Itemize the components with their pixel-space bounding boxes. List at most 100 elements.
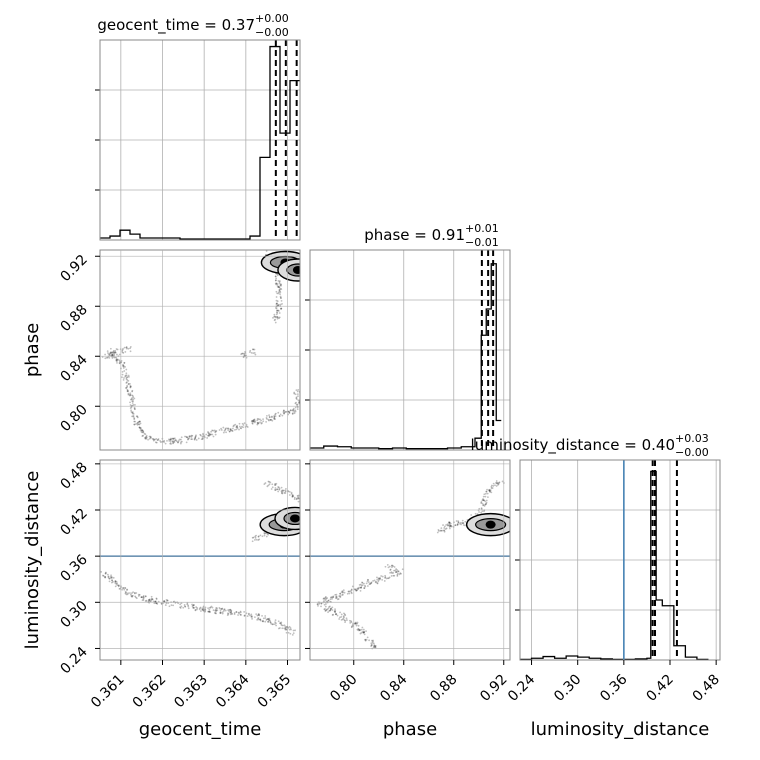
sample-point <box>127 374 130 377</box>
sample-point <box>268 415 271 418</box>
sample-point <box>115 358 118 361</box>
sample-point <box>275 302 278 305</box>
sample-point <box>265 535 268 538</box>
sample-point <box>350 591 353 594</box>
sample-point <box>296 406 299 409</box>
sample-point <box>498 481 501 484</box>
sample-point <box>269 418 272 421</box>
sample-point <box>140 429 143 432</box>
sample-point <box>104 572 107 575</box>
sample-point <box>195 439 198 441</box>
sample-point <box>243 353 246 356</box>
sample-point <box>445 527 448 530</box>
sample-point <box>177 602 180 605</box>
sample-point <box>366 636 369 639</box>
sample-point <box>358 629 361 632</box>
sample-point <box>277 310 280 312</box>
sample-point <box>220 608 223 611</box>
sample-point <box>368 583 371 586</box>
sample-point <box>359 629 361 631</box>
sample-point <box>256 419 259 422</box>
sample-point <box>364 638 367 641</box>
sample-point <box>125 593 128 596</box>
sample-point <box>115 348 118 350</box>
sample-point <box>264 620 267 623</box>
sample-point <box>295 396 298 399</box>
sample-point <box>243 352 245 355</box>
sample-point <box>335 596 337 598</box>
sample-point <box>257 539 260 541</box>
sample-point <box>292 495 295 498</box>
sample-point <box>148 435 151 438</box>
density-peak <box>292 266 300 274</box>
sample-point <box>253 418 256 421</box>
sample-point <box>129 384 132 387</box>
sample-point <box>269 621 272 624</box>
sample-point <box>494 484 496 487</box>
sample-point <box>258 618 260 621</box>
sample-point <box>155 598 158 600</box>
sample-point <box>267 620 270 623</box>
sample-point <box>126 385 129 388</box>
sample-point <box>279 622 281 625</box>
sample-point <box>180 440 183 443</box>
sample-point <box>170 437 172 440</box>
sample-point <box>274 482 277 485</box>
sample-point <box>257 617 260 619</box>
sample-point <box>207 432 210 434</box>
sample-point <box>442 524 444 526</box>
sample-point <box>123 361 126 364</box>
sample-point <box>364 638 367 641</box>
sample-point <box>117 358 119 361</box>
sample-point <box>193 606 196 609</box>
y-tick-label-phase: 0.80 <box>57 402 90 435</box>
sample-point <box>148 598 151 601</box>
sample-point <box>115 583 118 585</box>
sample-point <box>252 348 254 351</box>
sample-point <box>178 438 181 441</box>
sample-point <box>371 641 374 644</box>
panel-frame <box>309 459 511 661</box>
sample-point <box>269 619 271 622</box>
sample-point <box>227 427 229 430</box>
sample-point <box>234 428 236 431</box>
sample-point <box>350 620 352 623</box>
sample-point <box>110 581 113 584</box>
sample-point <box>249 349 252 352</box>
sample-point <box>209 611 211 614</box>
sample-point <box>172 437 174 440</box>
sample-point <box>153 602 156 605</box>
sample-point <box>295 497 298 500</box>
sample-point <box>332 596 335 599</box>
sample-point <box>370 645 373 648</box>
sample-point <box>165 602 168 605</box>
sample-point <box>293 412 296 415</box>
sample-point <box>331 606 334 609</box>
sample-point <box>296 393 299 395</box>
sample-point <box>142 599 145 601</box>
sample-point <box>360 586 362 589</box>
sample-point <box>143 432 146 435</box>
sample-point <box>363 631 365 634</box>
title-base: phase = 0.91 <box>364 226 465 244</box>
sample-point <box>489 490 491 493</box>
sample-point <box>356 621 359 624</box>
sample-point <box>271 419 274 422</box>
sample-point <box>387 577 390 580</box>
sample-point <box>276 285 279 288</box>
sample-point <box>281 492 284 495</box>
sample-point <box>122 367 125 369</box>
sample-point <box>192 606 195 609</box>
sample-point <box>204 608 207 610</box>
sample-point <box>283 412 285 415</box>
sample-point <box>188 435 191 437</box>
sample-point <box>336 614 339 617</box>
sample-point <box>283 624 286 627</box>
sample-point <box>261 535 264 538</box>
sample-point <box>462 522 464 524</box>
sample-point <box>142 430 145 433</box>
sample-point <box>205 433 208 436</box>
sample-point <box>268 419 270 422</box>
sample-point <box>129 393 131 396</box>
sample-point <box>223 608 226 611</box>
